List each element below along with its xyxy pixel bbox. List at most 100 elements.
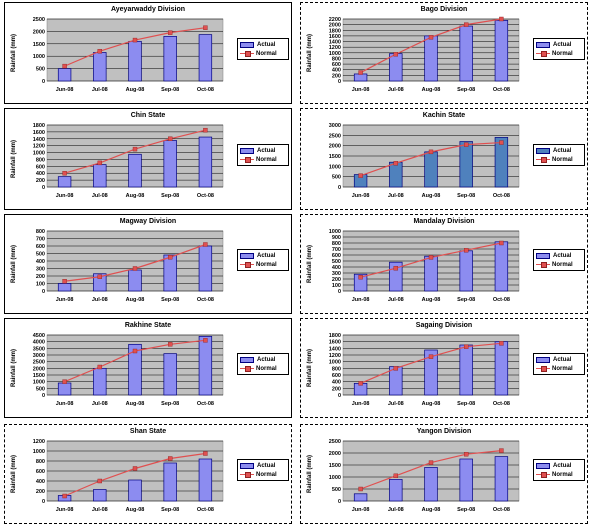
chart-panel: Mandalay Division Rainfall (mm) 0 100 200 300…	[300, 214, 588, 314]
x-tick-label: Jul-08	[92, 401, 108, 407]
point-marker	[358, 486, 363, 492]
y-tick-label: 500	[332, 175, 341, 181]
x-tick-label: Jul-08	[388, 87, 404, 93]
legend: Actual Normal	[533, 38, 585, 60]
bar	[57, 382, 72, 396]
y-tick-label: 1200	[329, 45, 341, 51]
point-marker	[167, 342, 173, 347]
y-tick-label: 2500	[329, 133, 341, 139]
y-tick-label: 800	[332, 241, 341, 247]
bar	[459, 141, 473, 188]
legend-line-swatch	[240, 365, 254, 372]
legend-item: Actual	[240, 251, 286, 260]
y-tick-label: 1200	[33, 439, 45, 445]
chart-svg: 0 500 1000 1500 2000 2500 3000 Jun-08 Jul-08 Aug-…	[329, 123, 520, 199]
point-marker	[393, 473, 399, 478]
y-tick-label: 4500	[33, 333, 45, 339]
x-tick-label: Jul-08	[388, 297, 404, 303]
x-tick-label: Jul-08	[388, 401, 404, 407]
bar	[494, 20, 509, 82]
legend: Actual Normal	[533, 144, 585, 166]
y-tick-label: 1000	[33, 449, 45, 455]
legend-item: Normal	[536, 49, 582, 58]
point-marker	[428, 149, 434, 155]
legend: Actual Normal	[533, 249, 585, 271]
y-tick-label: 1400	[33, 137, 45, 143]
y-tick-label: 0	[338, 393, 341, 399]
legend-line-swatch	[536, 471, 550, 478]
legend-bar-swatch	[536, 356, 550, 363]
legend-label: Normal	[552, 471, 573, 478]
point-marker	[97, 49, 103, 54]
chart-panel: Shan State Rainfall (mm) 0 200 400 600 800 1000…	[4, 424, 292, 524]
point-marker	[463, 248, 469, 253]
x-tick-label: Aug-08	[126, 193, 145, 199]
y-tick-label: 2000	[33, 366, 45, 372]
point-marker	[463, 22, 469, 27]
point-marker	[499, 140, 504, 145]
bar	[494, 137, 509, 188]
point-marker	[62, 171, 67, 176]
y-tick-label: 200	[332, 73, 341, 79]
x-tick-label: Aug-08	[422, 87, 441, 93]
y-tick-label: 400	[36, 171, 45, 177]
chart-panel: Ayeyarwaddy Division Rainfall (mm) 0 500 100…	[4, 2, 292, 104]
y-tick-label: 800	[36, 229, 45, 235]
y-tick-label: 2000	[329, 144, 341, 150]
bar	[163, 36, 177, 82]
point-marker	[97, 274, 103, 279]
y-tick-label: 1000	[329, 475, 341, 481]
bar	[128, 269, 142, 292]
x-tick-label: Jun-08	[352, 297, 370, 303]
y-tick-label: 800	[332, 366, 341, 372]
bar	[389, 161, 403, 188]
x-tick-label: Jul-08	[92, 87, 108, 93]
bar	[163, 254, 177, 292]
chart-title: Yangon Division	[416, 428, 472, 435]
y-tick-label: 200	[332, 277, 341, 283]
y-tick-label: 600	[36, 164, 45, 170]
bar	[198, 245, 213, 292]
bar	[128, 479, 142, 502]
y-tick-label: 1000	[33, 54, 45, 60]
x-tick-label: Oct-08	[197, 193, 214, 199]
legend-line-swatch	[240, 50, 254, 57]
chart-title: Bago Division	[420, 6, 468, 13]
x-tick-label: Sep-08	[161, 507, 179, 513]
x-tick-label: Sep-08	[457, 507, 475, 513]
point-marker	[62, 279, 67, 284]
legend-label: Normal	[256, 471, 277, 478]
y-tick-label: 600	[36, 469, 45, 475]
legend-item: Actual	[536, 40, 582, 49]
point-marker	[132, 266, 138, 271]
bar	[389, 479, 403, 502]
chart-panel: Sagaing Division Rainfall (mm) 0 200 400 600 8…	[300, 318, 588, 418]
point-marker	[499, 448, 504, 453]
y-tick-label: 1500	[329, 154, 341, 160]
chart-svg: 0 500 1000 1500 2000 2500 Jun-08 Jul-08 Aug-08 Se…	[329, 439, 520, 513]
bar	[353, 73, 368, 82]
y-tick-label: 500	[36, 386, 45, 392]
y-tick-label: 200	[36, 274, 45, 280]
chart-title: Ayeyarwaddy Division	[110, 6, 186, 13]
y-tick-label: 0	[338, 289, 341, 295]
legend-bar-swatch	[240, 356, 254, 363]
legend-line-swatch	[536, 50, 550, 57]
point-marker	[97, 478, 103, 484]
bar	[163, 140, 177, 188]
x-tick-label: Sep-08	[457, 193, 475, 199]
y-tick-label: 1000	[33, 151, 45, 157]
y-tick-label: 200	[36, 178, 45, 184]
point-marker	[203, 242, 208, 247]
bar	[128, 153, 142, 188]
x-tick-label: Jun-08	[56, 507, 74, 513]
chart-title: Sagaing Division	[415, 322, 473, 329]
point-marker	[393, 161, 399, 166]
legend: Actual Normal	[237, 249, 289, 271]
x-tick-label: Jun-08	[352, 401, 370, 407]
x-tick-label: Oct-08	[493, 87, 510, 93]
legend-item: Actual	[240, 40, 286, 49]
bar	[93, 489, 107, 502]
bar	[424, 151, 438, 188]
